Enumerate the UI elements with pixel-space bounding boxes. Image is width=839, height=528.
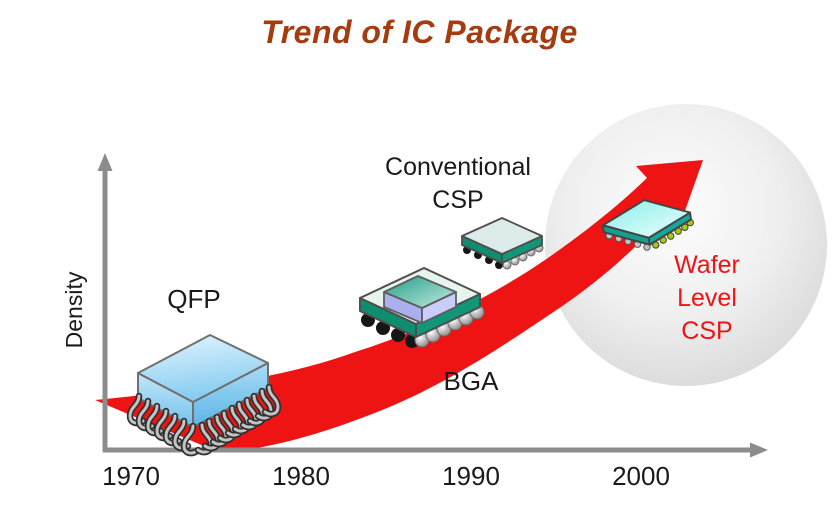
csp-solder-balls [463, 243, 544, 270]
x-axis-arrow-icon [750, 442, 768, 458]
conventional-csp-illustration [461, 217, 544, 270]
trend-arrow [95, 160, 703, 452]
highlight-circle [545, 104, 827, 386]
x-axis-tick: 1980 [272, 461, 330, 491]
page-title: Trend of IC Package [261, 14, 578, 50]
bga-label: BGA [443, 366, 499, 396]
y-axis-label: Density [61, 271, 87, 349]
x-axis-tick: 2000 [612, 461, 670, 491]
y-axis-arrow-icon [97, 153, 113, 171]
wafer-level-csp-label-line1: Wafer Level [674, 251, 740, 312]
wafer-level-csp-label-line2: CSP [681, 317, 733, 345]
wafer-level-csp-illustration [601, 199, 694, 251]
x-axis-tick: 1990 [442, 461, 500, 491]
conventional-csp-label: Conventional CSP [385, 151, 531, 217]
qfp-label: QFP [167, 284, 221, 314]
bga-package-illustration [359, 267, 485, 348]
qfp-package-illustration [130, 334, 278, 453]
conventional-csp-label-line1: Conventional [385, 153, 531, 181]
wafer-level-csp-label: Wafer Level CSP [641, 249, 773, 348]
conventional-csp-label-line2: CSP [432, 186, 484, 214]
y-axis [97, 153, 113, 452]
x-axis-tick: 1970 [102, 461, 160, 491]
bga-die [383, 275, 457, 324]
